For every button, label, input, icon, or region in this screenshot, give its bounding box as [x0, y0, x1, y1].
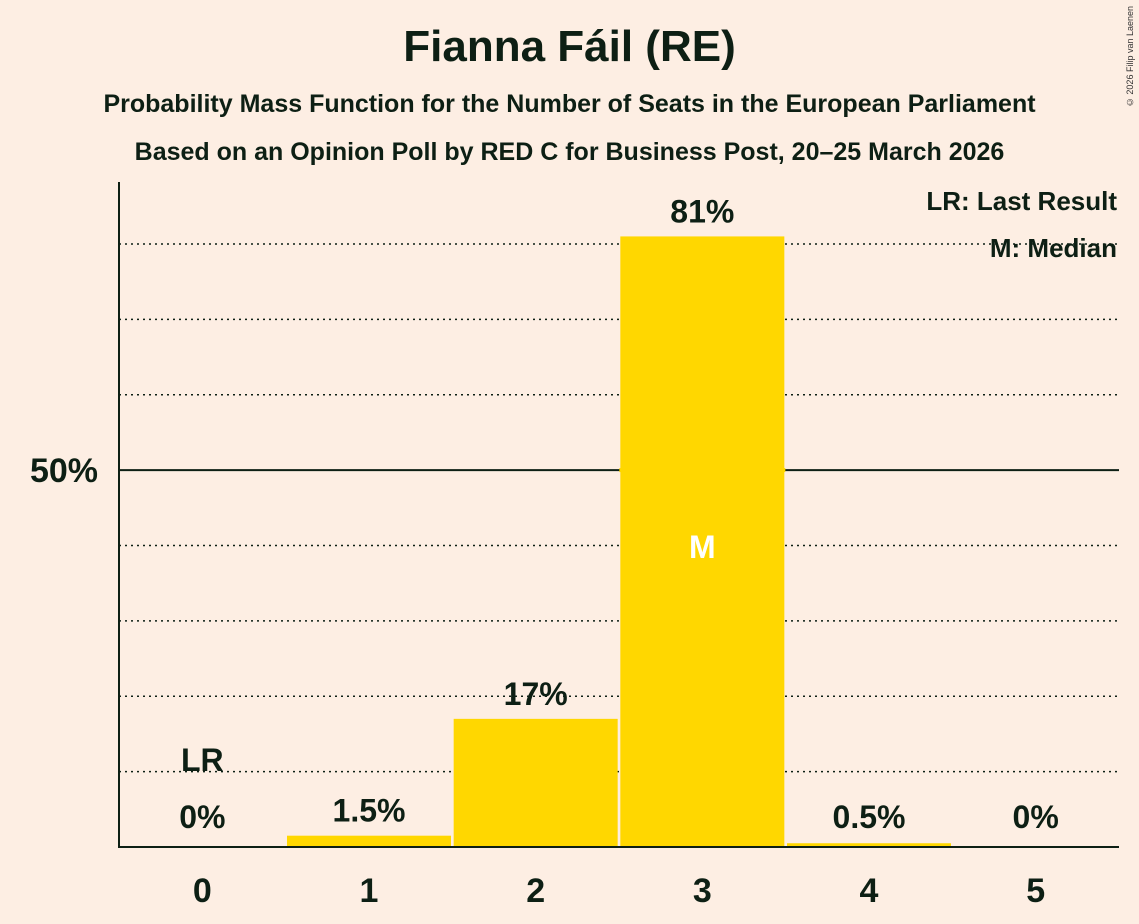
data-label: 1.5% — [333, 793, 406, 829]
bar-1 — [287, 835, 451, 847]
chart-subtitle-2: Based on an Opinion Poll by RED C for Bu… — [134, 138, 1005, 166]
median-marker: M — [689, 529, 716, 565]
bar-4 — [787, 843, 951, 847]
bar-3-over-50 — [619, 468, 786, 473]
data-label: 0.5% — [833, 799, 906, 835]
data-label: 0% — [1013, 799, 1059, 835]
data-label: 0% — [179, 799, 225, 835]
x-tick-label: 1 — [360, 872, 379, 910]
legend-entry: LR: Last Result — [926, 186, 1117, 216]
legend-entry: M: Median — [990, 233, 1117, 263]
data-label: 81% — [670, 193, 734, 229]
x-tick-label: 2 — [526, 872, 545, 910]
bar-2 — [453, 718, 618, 847]
data-label: 17% — [504, 676, 568, 712]
x-tick-label: 5 — [1026, 872, 1045, 910]
x-tick-label: 4 — [860, 872, 879, 910]
chart-title: Fianna Fáil (RE) — [403, 22, 736, 71]
y-tick-label: 50% — [30, 452, 98, 490]
chart-subtitle-1: Probability Mass Function for the Number… — [103, 90, 1036, 118]
x-tick-label: 3 — [693, 872, 712, 910]
last-result-marker: LR — [181, 742, 224, 778]
bar-3 — [620, 236, 785, 847]
x-tick-label: 0 — [193, 872, 212, 910]
